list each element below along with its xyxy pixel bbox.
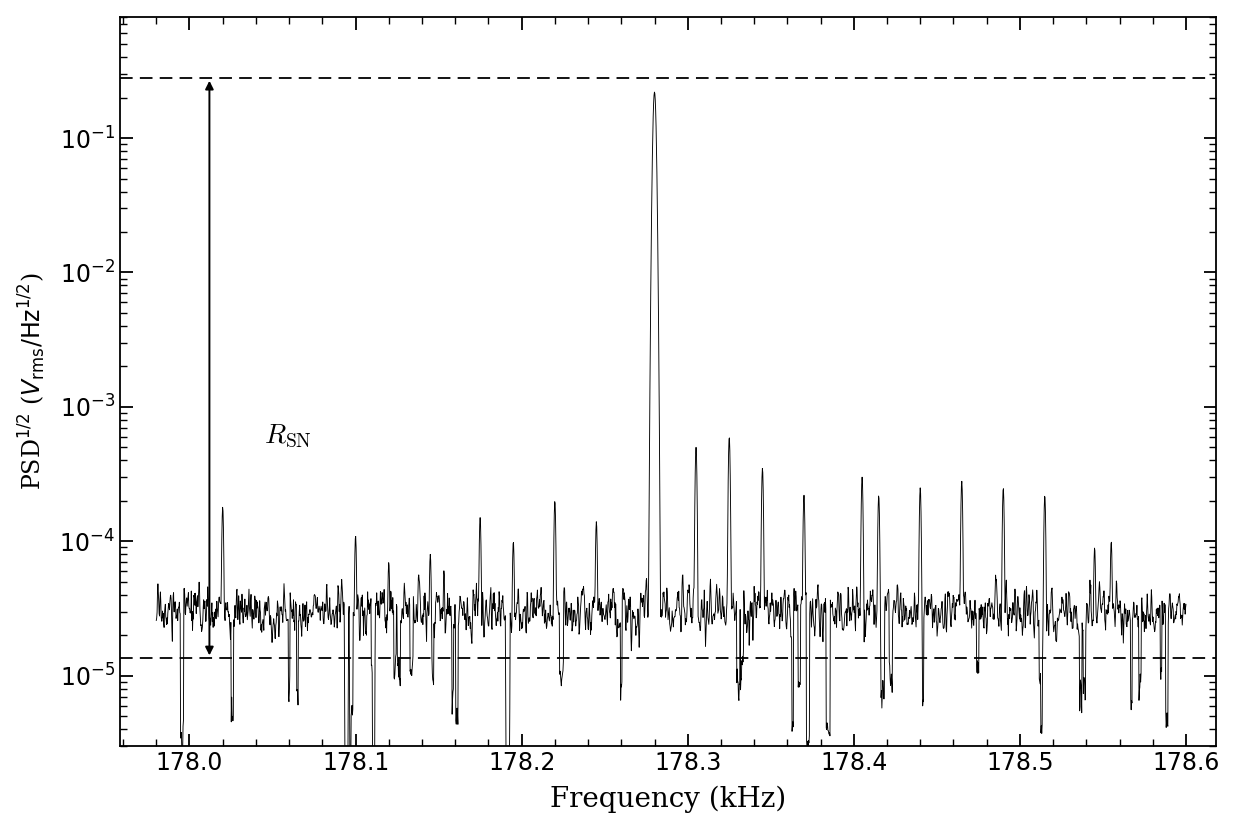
Text: $R_{\rm SN}$: $R_{\rm SN}$: [264, 423, 312, 450]
X-axis label: Frequency (kHz): Frequency (kHz): [549, 786, 786, 813]
Y-axis label: PSD$^{1/2}$ ($V_{\rm rms}/\rm Hz^{1/2}$): PSD$^{1/2}$ ($V_{\rm rms}/\rm Hz^{1/2}$): [16, 272, 48, 490]
